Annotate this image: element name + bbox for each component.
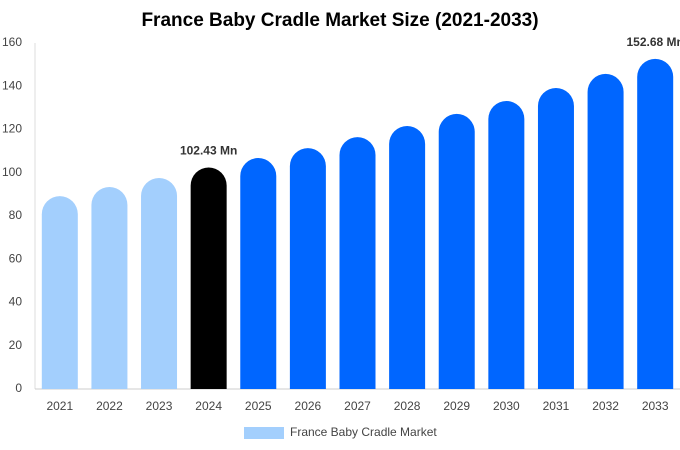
y-tick-label: 40	[9, 295, 23, 309]
y-tick-label: 0	[15, 381, 22, 395]
y-tick-label: 160	[2, 35, 22, 49]
value-label: 102.43 Mn	[180, 144, 237, 158]
bar	[438, 113, 475, 389]
y-tick-label: 20	[9, 338, 23, 352]
chart-title: France Baby Cradle Market Size (2021-203…	[141, 10, 538, 31]
x-tick-label: 2023	[146, 399, 173, 413]
bar	[289, 148, 326, 389]
bar	[488, 100, 525, 389]
x-tick-label: 2032	[592, 399, 619, 413]
legend-swatch	[244, 427, 284, 439]
bar	[141, 177, 178, 389]
bar	[91, 187, 128, 389]
bar	[537, 87, 574, 389]
x-tick-label: 2025	[245, 399, 272, 413]
bar	[41, 196, 78, 389]
bar	[240, 158, 277, 389]
value-label: 152.68 Mn	[627, 35, 680, 49]
y-tick-label: 60	[9, 251, 23, 265]
bar	[190, 167, 227, 389]
x-tick-label: 2026	[295, 399, 322, 413]
x-tick-label: 2028	[394, 399, 421, 413]
bar	[587, 73, 624, 389]
x-tick-label: 2027	[344, 399, 371, 413]
y-tick-label: 100	[2, 165, 22, 179]
bar	[339, 137, 376, 389]
y-tick-label: 120	[2, 122, 22, 136]
legend-label: France Baby Cradle Market	[290, 425, 437, 439]
bar	[637, 58, 674, 389]
x-tick-label: 2030	[493, 399, 520, 413]
y-tick-label: 140	[2, 78, 22, 92]
x-tick-label: 2031	[543, 399, 570, 413]
x-tick-label: 2024	[195, 399, 222, 413]
bar	[389, 126, 426, 390]
x-tick-label: 2033	[642, 399, 669, 413]
x-tick-label: 2021	[46, 399, 73, 413]
x-tick-label: 2022	[96, 399, 123, 413]
y-tick-label: 80	[9, 208, 23, 222]
x-tick-label: 2029	[443, 399, 470, 413]
